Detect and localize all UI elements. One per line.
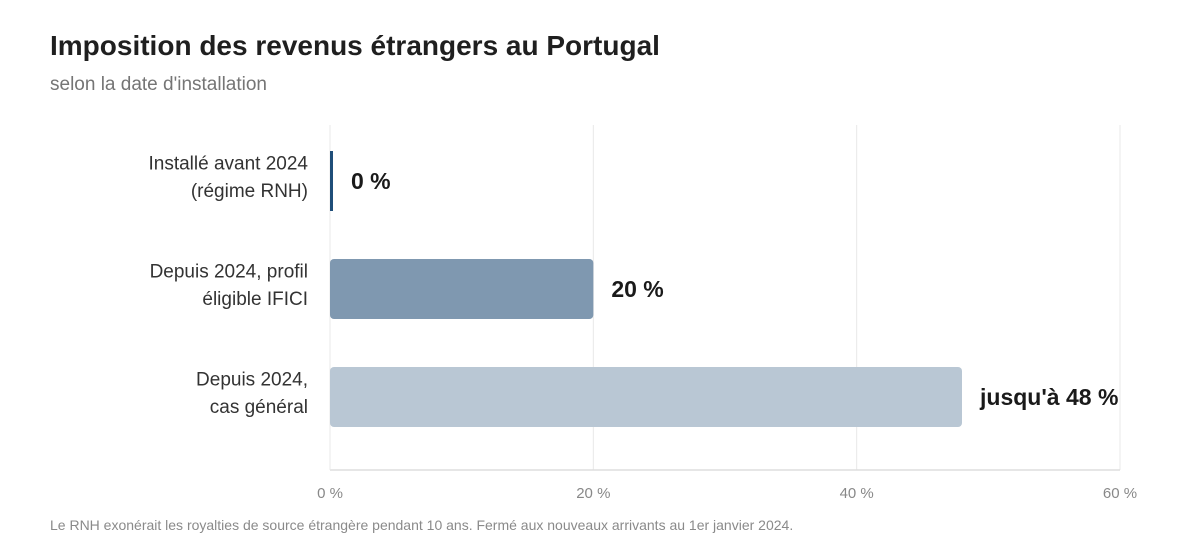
- category-label: Depuis 2024, cas général: [196, 369, 308, 418]
- x-tick-label: 0 %: [317, 485, 343, 502]
- chart-footnote: Le RNH exonérait les royalties de source…: [50, 517, 794, 533]
- category-label-line: éligible IFICI: [202, 289, 308, 310]
- category-label: Installé avant 2024 (régime RNH): [148, 153, 308, 202]
- category-label-line: (régime RNH): [191, 181, 308, 202]
- category-label-line: Depuis 2024, profil: [150, 261, 308, 282]
- x-tick-label: 60 %: [1103, 485, 1137, 502]
- category-label: Depuis 2024, profil éligible IFICI: [150, 261, 308, 310]
- value-label: jusqu'à 48 %: [979, 384, 1118, 410]
- labels: 0 % 20 % 40 % 60 % Installé avant 2024 (régim…: [148, 153, 1137, 502]
- value-label: 20 %: [611, 276, 663, 302]
- bars: [330, 151, 962, 427]
- chart-subtitle: selon la date d'installation: [50, 74, 267, 95]
- category-label-line: Depuis 2024,: [196, 369, 308, 390]
- value-label: 0 %: [351, 168, 391, 194]
- bar: [330, 151, 333, 211]
- bar: [330, 259, 594, 319]
- category-label-line: Installé avant 2024: [148, 153, 308, 174]
- category-label-line: cas général: [210, 397, 308, 418]
- x-tick-label: 40 %: [840, 485, 874, 502]
- bar: [330, 367, 962, 427]
- chart-title: Imposition des revenus étrangers au Port…: [50, 30, 660, 61]
- x-tick-label: 20 %: [576, 485, 610, 502]
